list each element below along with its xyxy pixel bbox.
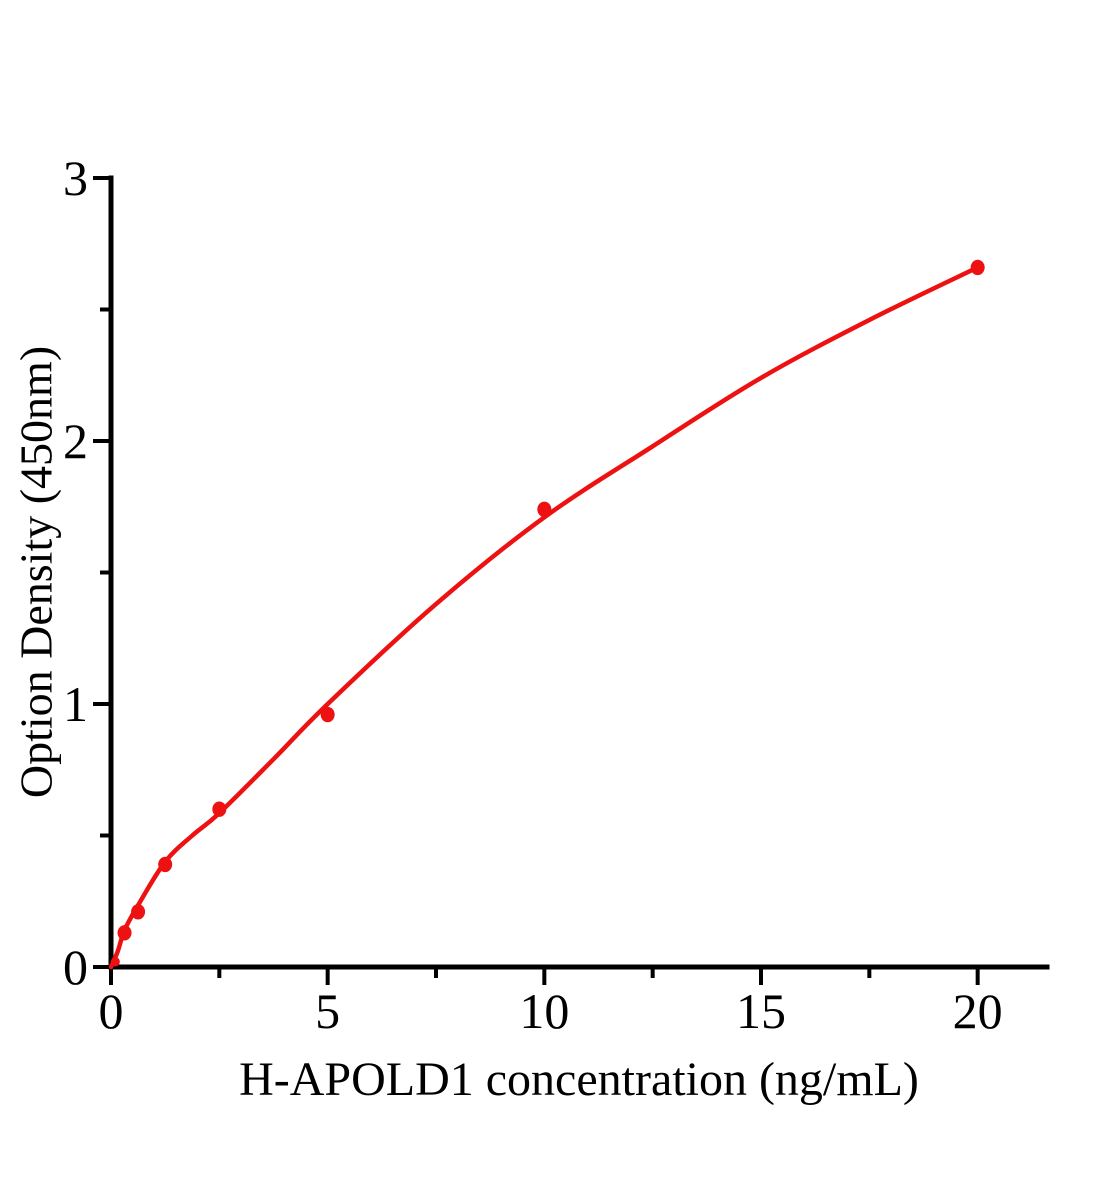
axes-group [108,175,1050,970]
data-points-group [110,259,985,967]
data-point [970,259,985,276]
y-tick-label: 0 [63,939,88,995]
data-point [158,856,173,873]
x-tick-label: 15 [736,983,786,1039]
fit-curve-group [108,265,980,970]
data-point [212,801,227,817]
x-tick-label: 0 [99,983,124,1039]
data-point [110,956,120,967]
tick-labels-group: 0 5 10 15 20 0 1 2 3 [63,150,1003,1039]
y-tick-label: 2 [63,413,88,469]
y-axis-title: Option Density (450nm) [10,345,62,799]
data-point [117,925,132,941]
data-point [537,501,552,518]
x-axis-title: H-APOLD1 concentration (ng/mL) [239,1053,919,1106]
y-tick-label: 1 [63,676,88,732]
fit-curve [108,265,980,970]
x-tick-label: 5 [315,983,340,1039]
data-point [131,904,146,920]
data-point [320,706,335,723]
x-tick-label: 10 [519,983,569,1039]
x-tick-label: 20 [953,983,1003,1039]
ticks-group [93,176,980,985]
y-tick-label: 3 [63,150,88,206]
